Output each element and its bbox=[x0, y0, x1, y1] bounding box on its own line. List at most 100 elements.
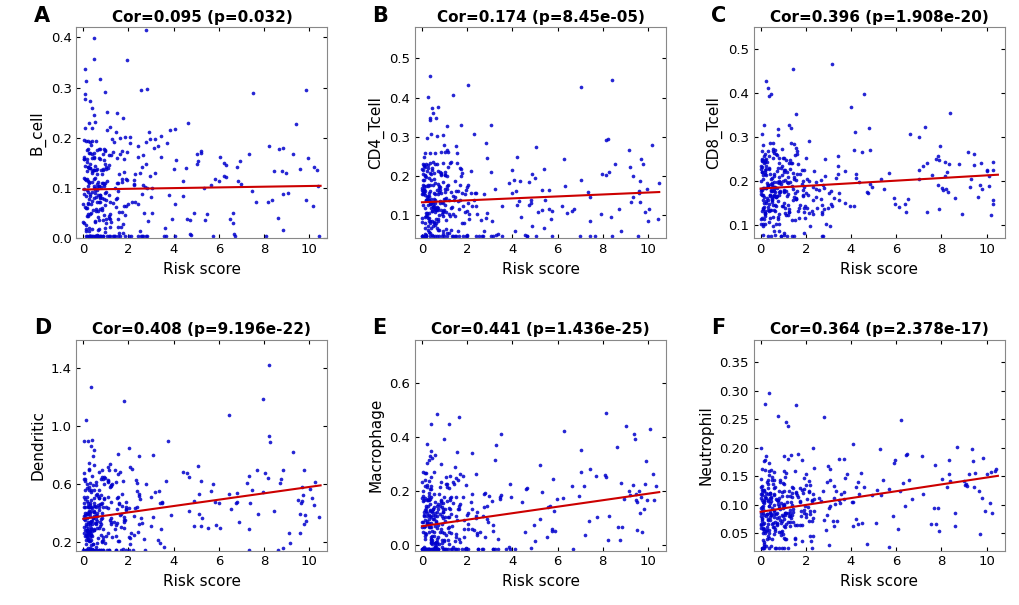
Point bbox=[770, 186, 787, 195]
Point bbox=[581, 192, 597, 201]
Point bbox=[632, 154, 648, 164]
Point bbox=[82, 526, 98, 535]
Point bbox=[84, 123, 100, 133]
Point bbox=[426, 497, 442, 507]
Point bbox=[979, 181, 996, 191]
Point bbox=[93, 514, 109, 524]
Point bbox=[775, 499, 792, 508]
Point bbox=[415, 187, 431, 197]
Point bbox=[754, 497, 770, 506]
Point bbox=[84, 231, 100, 241]
Point bbox=[781, 208, 797, 217]
Point bbox=[89, 198, 105, 208]
Point bbox=[78, 545, 95, 555]
Point bbox=[422, 113, 438, 123]
Point bbox=[416, 523, 432, 532]
Point bbox=[752, 443, 768, 453]
Point bbox=[124, 465, 141, 474]
Point bbox=[630, 486, 646, 496]
Point bbox=[632, 197, 648, 206]
Point bbox=[753, 191, 769, 200]
Point bbox=[436, 147, 452, 157]
Point bbox=[755, 537, 771, 547]
Point bbox=[451, 195, 468, 205]
Point bbox=[415, 467, 431, 477]
Point bbox=[167, 199, 183, 209]
Point bbox=[414, 544, 430, 554]
Point bbox=[108, 201, 124, 211]
Point bbox=[88, 502, 104, 512]
Point bbox=[435, 508, 451, 517]
Point bbox=[101, 214, 117, 223]
Point bbox=[463, 505, 479, 514]
Y-axis label: Neutrophil: Neutrophil bbox=[698, 405, 713, 485]
Point bbox=[770, 176, 787, 186]
Point bbox=[189, 159, 205, 169]
Point bbox=[766, 524, 783, 534]
Point bbox=[522, 195, 538, 205]
Point bbox=[91, 224, 107, 234]
Point bbox=[843, 497, 859, 507]
Point bbox=[191, 509, 207, 519]
Point bbox=[434, 212, 450, 221]
Point bbox=[88, 204, 104, 214]
Point bbox=[971, 529, 987, 538]
Point bbox=[87, 188, 103, 197]
Point bbox=[75, 218, 92, 227]
Point bbox=[215, 159, 231, 168]
Point bbox=[765, 475, 782, 485]
Point bbox=[95, 524, 111, 534]
Point bbox=[769, 411, 786, 420]
Point bbox=[92, 231, 108, 241]
Point bbox=[844, 439, 860, 449]
Point bbox=[147, 168, 163, 178]
Point bbox=[205, 480, 221, 489]
Point bbox=[762, 89, 779, 99]
Point bbox=[765, 226, 782, 235]
Point bbox=[436, 171, 452, 180]
Point bbox=[414, 518, 430, 528]
Point bbox=[810, 185, 826, 195]
Point bbox=[879, 168, 896, 178]
Point bbox=[956, 480, 972, 490]
Point bbox=[770, 187, 787, 197]
Point bbox=[795, 508, 811, 517]
Point bbox=[255, 487, 271, 497]
Point bbox=[517, 231, 533, 240]
Point bbox=[460, 198, 476, 208]
Point bbox=[103, 517, 119, 527]
Point bbox=[82, 520, 98, 530]
Point bbox=[631, 508, 647, 518]
Point bbox=[160, 436, 176, 446]
Point bbox=[764, 138, 781, 148]
Point bbox=[843, 102, 859, 112]
Point bbox=[426, 544, 442, 554]
Point bbox=[468, 201, 484, 211]
Point bbox=[82, 231, 98, 241]
Point bbox=[805, 506, 821, 516]
Point bbox=[899, 194, 915, 204]
Point bbox=[800, 488, 816, 497]
Point bbox=[81, 536, 97, 546]
Point bbox=[94, 205, 110, 215]
Point bbox=[423, 198, 439, 208]
Point bbox=[104, 231, 120, 241]
Point bbox=[453, 544, 470, 554]
Point bbox=[96, 181, 112, 191]
Point bbox=[774, 514, 791, 523]
Point bbox=[752, 474, 768, 484]
Point bbox=[82, 517, 98, 527]
Point bbox=[964, 456, 980, 466]
Point bbox=[765, 171, 782, 181]
Point bbox=[87, 518, 103, 528]
Point bbox=[291, 528, 308, 537]
Point bbox=[791, 200, 807, 210]
Point bbox=[419, 495, 435, 505]
Point bbox=[531, 460, 547, 470]
Point bbox=[91, 485, 107, 495]
Point bbox=[147, 134, 163, 143]
Point bbox=[783, 488, 799, 497]
Point bbox=[753, 543, 769, 552]
Title: Cor=0.441 (p=1.436e-25): Cor=0.441 (p=1.436e-25) bbox=[431, 322, 649, 337]
Point bbox=[92, 191, 108, 200]
